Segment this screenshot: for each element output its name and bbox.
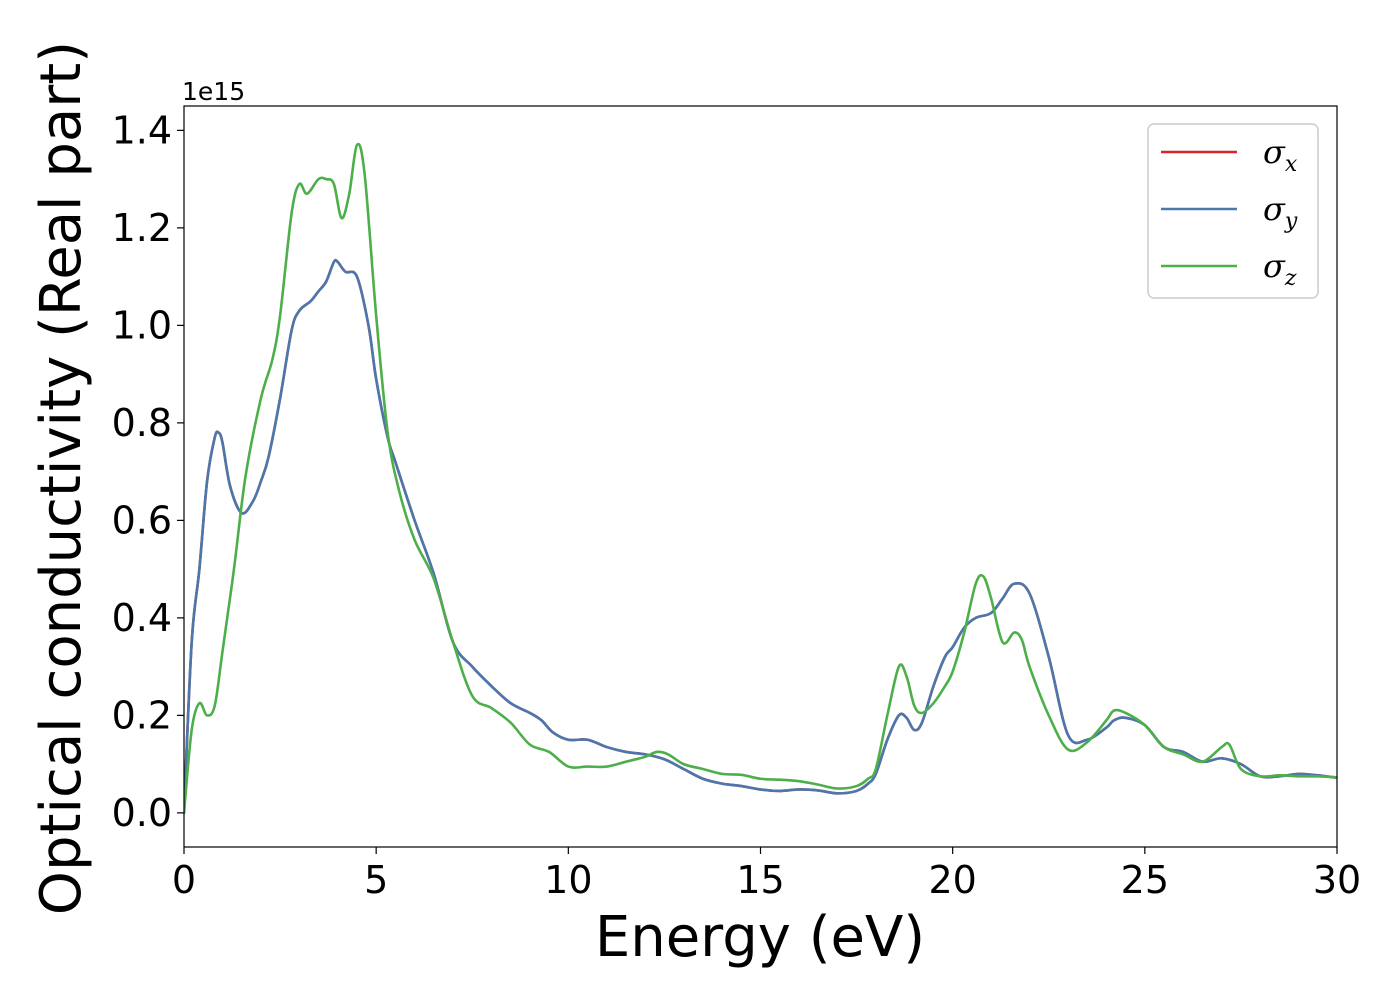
- y-tick-label: 1.0: [112, 303, 172, 347]
- y-tick-label: 1.2: [112, 206, 172, 250]
- legend: σx σy σz: [1147, 123, 1319, 299]
- series-layer: [184, 142, 1337, 815]
- x-tick-label: 5: [364, 858, 388, 902]
- legend-box: [1147, 123, 1319, 299]
- y-offset-text: 1e15: [182, 77, 245, 106]
- x-tick-label: 25: [1121, 858, 1169, 902]
- x-tick-label: 10: [544, 858, 592, 902]
- x-tick-label: 20: [928, 858, 976, 902]
- y-tick-label: 0.2: [112, 693, 172, 737]
- y-tick-label: 0.0: [112, 791, 172, 835]
- series-line-sigma-z: [184, 142, 1337, 815]
- y-tick-label: 1.4: [112, 108, 172, 152]
- y-axis: 0.0 0.2 0.4 0.6 0.8 1.0 1.2 1.4: [112, 108, 184, 835]
- legend-label-sigma-z: σz: [1263, 247, 1297, 291]
- y-tick-label: 0.4: [112, 596, 172, 640]
- legend-label-sigma-x: σx: [1263, 133, 1298, 177]
- legend-items: σx σy σz: [1161, 133, 1298, 291]
- x-axis-label: Energy (eV): [595, 905, 925, 970]
- x-tick-label: 30: [1313, 858, 1361, 902]
- legend-label-sigma-y: σy: [1263, 190, 1298, 234]
- x-tick-label: 0: [172, 858, 196, 902]
- x-tick-label: 15: [736, 858, 784, 902]
- y-tick-label: 0.6: [112, 498, 172, 542]
- series-line-sigma-y: [184, 258, 1337, 815]
- y-tick-label: 0.8: [112, 401, 172, 445]
- x-axis: 0 5 10 15 20 25 30: [172, 847, 1361, 902]
- y-axis-label: Optical conductivity (Real part): [29, 41, 94, 915]
